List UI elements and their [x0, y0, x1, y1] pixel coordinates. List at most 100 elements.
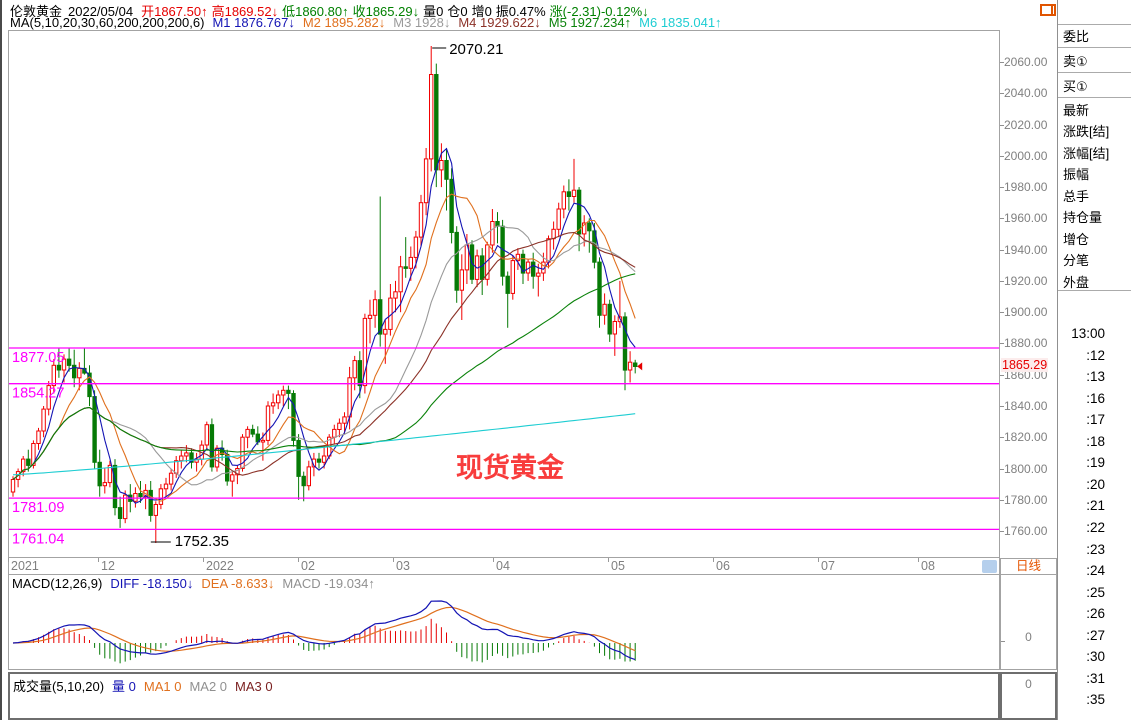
period-selector[interactable]: 日线 [1000, 558, 1057, 575]
time-tick-label: 12 [101, 559, 115, 573]
ma-header: MA(5,10,20,30,60,200,200,200,6) M1 1876.7… [10, 15, 730, 30]
svg-text:现货黄金: 现货黄金 [456, 452, 565, 483]
sidebar-label-11: 外盘 [1063, 275, 1090, 290]
field-量: 量0 [423, 4, 444, 19]
sidebar-label-6: 振幅 [1063, 167, 1090, 182]
price-tick [1000, 250, 1004, 251]
sidebar-label-4: 涨跌[结] [1063, 124, 1110, 139]
symbol-name[interactable]: 伦敦黄金 [10, 4, 63, 19]
time-list-item: :23 [1086, 542, 1105, 557]
time-tick [493, 558, 494, 562]
price-tick-label: 2040.00 [1004, 86, 1048, 100]
time-list-item: :17 [1086, 412, 1105, 427]
price-tick-label: 1900.00 [1004, 305, 1048, 319]
time-list-item: :13 [1086, 369, 1105, 384]
price-tick [1000, 187, 1004, 188]
time-list-item: :30 [1086, 649, 1105, 664]
time-tick [818, 558, 819, 562]
current-price-label: 1865.29 [1001, 358, 1049, 372]
price-tick [1000, 218, 1004, 219]
time-list-item: :20 [1086, 477, 1105, 492]
time-list-item: :31 [1086, 671, 1105, 686]
sidebar-divider [1058, 97, 1131, 98]
time-tick [8, 558, 9, 562]
macd-axis: 0 [1000, 575, 1057, 670]
sidebar-label-0: 委比 [1063, 29, 1090, 44]
sidebar-label-10: 分笔 [1063, 253, 1090, 268]
time-list-item: :22 [1086, 520, 1105, 535]
price-tick-label: 2060.00 [1004, 55, 1048, 69]
candlestick-chart[interactable]: 1877.05 1854.27 1781.09 1761.04 2070.21 1752.… [8, 30, 1000, 558]
time-list-item: :19 [1086, 455, 1105, 470]
price-tick-label: 1780.00 [1004, 493, 1048, 507]
time-tick-label: 02 [301, 559, 315, 573]
price-tick-label: 1940.00 [1004, 243, 1048, 257]
sidebar-divider [1058, 72, 1131, 73]
macd-zero-label: 0 [1025, 630, 1032, 644]
svg-text:1761.04: 1761.04 [12, 531, 64, 547]
field-M6: M6 1835.041↑ [639, 15, 722, 30]
field-收: 收1865.29↓ [352, 4, 420, 19]
restore-window-icon[interactable] [1040, 4, 1056, 16]
price-tick-label: 1840.00 [1004, 399, 1048, 413]
sidebar-label-7: 总手 [1063, 189, 1090, 204]
time-tick [203, 558, 204, 562]
price-tick-label: 1980.00 [1004, 180, 1048, 194]
field-M1: M1 1876.767↓ [212, 15, 295, 30]
field-仓: 仓0 [447, 4, 468, 19]
time-tick-label: 06 [716, 559, 730, 573]
field-振: 振0.47% [495, 4, 546, 19]
sidebar-label-5: 涨幅[结] [1063, 146, 1110, 161]
field-MA2: MA2 0 [189, 679, 228, 694]
field-涨: 涨(-2.31)-0.12%↓ [549, 4, 649, 19]
time-tick-label: 2022 [206, 559, 234, 573]
volume-panel[interactable]: 成交量(5,10,20) 量 0 MA1 0 MA2 0 MA3 0 [8, 672, 1000, 720]
field-M3: M3 1928↓ [393, 15, 451, 30]
price-tick-label: 1880.00 [1004, 336, 1048, 350]
time-tick [98, 558, 99, 562]
time-tick-label: 04 [496, 559, 510, 573]
sidebar-label-9: 增仓 [1063, 232, 1090, 247]
time-list-item: :18 [1086, 434, 1105, 449]
price-tick [1000, 156, 1004, 157]
field-低: 低1860.80↑ [282, 4, 349, 19]
time-axis[interactable]: 2021 12 2022 02 03 04 05 06 07 08 [8, 558, 1000, 575]
field-DEA: DEA -8.633↓ [201, 576, 275, 591]
time-tick [393, 558, 394, 562]
scrollbar-thumb[interactable] [982, 560, 997, 573]
sidebar-label-1: 卖① [1063, 54, 1088, 69]
time-tick [713, 558, 714, 562]
ma-params: MA(5,10,20,30,60,200,200,200,6) [10, 15, 205, 30]
price-tick [1000, 281, 1004, 282]
svg-text:1854.27: 1854.27 [12, 386, 64, 402]
time-tick-label: 03 [396, 559, 410, 573]
period-label: 日线 [1015, 559, 1041, 573]
price-tick [1000, 343, 1004, 344]
time-tick [918, 558, 919, 562]
macd-panel[interactable]: MACD(12,26,9) DIFF -18.150↓ DEA -8.633↓ MAC… [8, 575, 1000, 670]
time-tick [298, 558, 299, 562]
price-tick-label: 2020.00 [1004, 118, 1048, 132]
price-tick [1000, 125, 1004, 126]
price-tick [1000, 93, 1004, 94]
price-tick [1000, 312, 1004, 313]
price-tick [1000, 469, 1004, 470]
price-tick [1000, 375, 1004, 376]
sidebar-divider [1058, 290, 1131, 291]
quote-date: 2022/05/04 [68, 4, 134, 19]
macd-header: MACD(12,26,9) DIFF -18.150↓ DEA -8.633↓ MAC… [12, 576, 383, 591]
time-list-item: :26 [1086, 606, 1105, 621]
price-tick-label: 1960.00 [1004, 211, 1048, 225]
time-list-item: :21 [1086, 498, 1105, 513]
price-tick-label: 2000.00 [1004, 149, 1048, 163]
field-DIFF: DIFF -18.150↓ [110, 576, 194, 591]
time-list-item: :25 [1086, 585, 1105, 600]
macd-params: MACD(12,26,9) [12, 576, 103, 591]
volume-zero-label: 0 [1025, 677, 1032, 691]
time-tick [608, 558, 609, 562]
field-高: 高1869.52↓ [211, 4, 279, 19]
field-M5: M5 1927.234↑ [548, 15, 632, 30]
time-list-item: 13:00 [1071, 326, 1105, 341]
svg-text:1877.05: 1877.05 [12, 350, 64, 366]
